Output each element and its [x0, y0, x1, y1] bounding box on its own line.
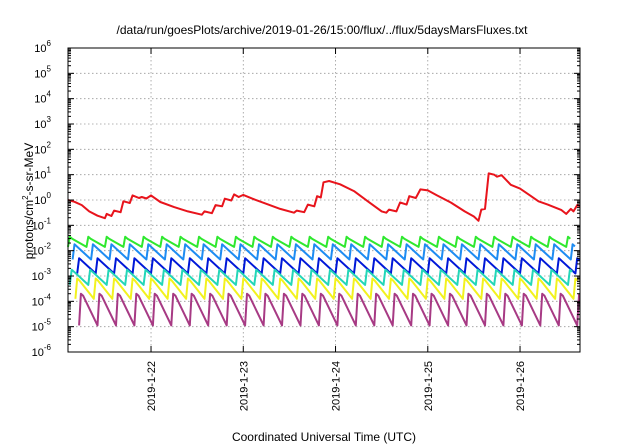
y-tick-label-base: 10 [34, 195, 46, 207]
y-tick-label-sup: -4 [44, 292, 52, 301]
y-axis: 10-610-510-410-310-210-11001011021031041… [32, 39, 580, 359]
y-tick-label-base: 10 [34, 43, 46, 55]
grid [68, 48, 580, 352]
chart-title: /data/run/goesPlots/archive/2019-01-26/1… [117, 23, 529, 37]
y-tick-label-sup: 1 [47, 166, 52, 175]
x-axis: 2019-1-22 2019-1-23 2019-1-24 2019-1-25 2019… [146, 48, 527, 411]
y-tick-label-base: 10 [32, 246, 44, 258]
y-tick-label-sup: 2 [47, 140, 52, 149]
y-tick-label: 105 [34, 64, 51, 80]
y-tick-label: 101 [34, 166, 51, 182]
y-tick-label-base: 10 [32, 220, 44, 232]
y-tick-label-base: 10 [32, 347, 44, 359]
series-line-6 [74, 277, 579, 300]
y-tick-label-sup: -6 [44, 343, 52, 352]
series-line-3 [71, 243, 576, 261]
y-tick-label-base: 10 [34, 170, 46, 182]
y-tick-label-base: 10 [34, 68, 46, 80]
y-tick-label-sup: 4 [47, 90, 52, 99]
x-axis-label: Coordinated Universal Time (UTC) [232, 430, 416, 444]
y-tick-label-base: 10 [34, 119, 46, 131]
y-tick-label-sup: 6 [47, 39, 52, 48]
series-group [67, 172, 581, 327]
y-tick-label: 106 [34, 39, 51, 55]
y-tick-label: 100 [34, 191, 51, 207]
x-tick-label: 2019-1-26 [515, 361, 527, 411]
y-tick-label-sup: -5 [44, 318, 52, 327]
x-tick-label: 2019-1-24 [331, 361, 343, 411]
series-line-7 [78, 292, 581, 327]
y-tick-label: 10-4 [32, 292, 52, 308]
y-tick-label-base: 10 [32, 296, 44, 308]
x-tick-label: 2019-1-22 [146, 361, 158, 411]
y-tick-label-sup: 0 [47, 191, 52, 200]
series-line-2 [67, 235, 571, 248]
y-tick-label: 10-1 [32, 216, 52, 232]
y-tick-label: 104 [34, 90, 51, 106]
y-tick-label: 103 [34, 115, 51, 131]
y-axis-label-sup: 2 [21, 195, 30, 200]
y-tick-label-base: 10 [32, 271, 44, 283]
x-tick-label: 2019-1-25 [423, 361, 435, 411]
y-axis-label-main: protons/cm [22, 200, 36, 259]
y-axis-label: protons/cm2-s-sr-MeV [21, 143, 36, 259]
series-line-4 [76, 257, 581, 275]
y-tick-label: 10-6 [32, 343, 52, 359]
x-tick-label: 2019-1-23 [238, 361, 250, 411]
y-tick-label-base: 10 [34, 94, 46, 106]
y-tick-label: 102 [34, 140, 51, 156]
series-line-5 [68, 268, 573, 286]
y-tick-label-sup: 3 [47, 115, 52, 124]
y-tick-label-sup: -3 [44, 267, 52, 276]
y-tick-label: 10-2 [32, 242, 52, 258]
y-tick-label: 10-5 [32, 318, 52, 334]
y-tick-label-base: 10 [32, 322, 44, 334]
y-tick-label-sup: 5 [47, 64, 52, 73]
y-tick-label-sup: -1 [44, 216, 52, 225]
y-tick-label-sup: -2 [44, 242, 52, 251]
series-line-1 [67, 172, 581, 222]
y-axis-label-rest: -s-sr-MeV [22, 143, 36, 196]
y-tick-label-base: 10 [34, 144, 46, 156]
y-tick-label: 10-3 [32, 267, 52, 283]
